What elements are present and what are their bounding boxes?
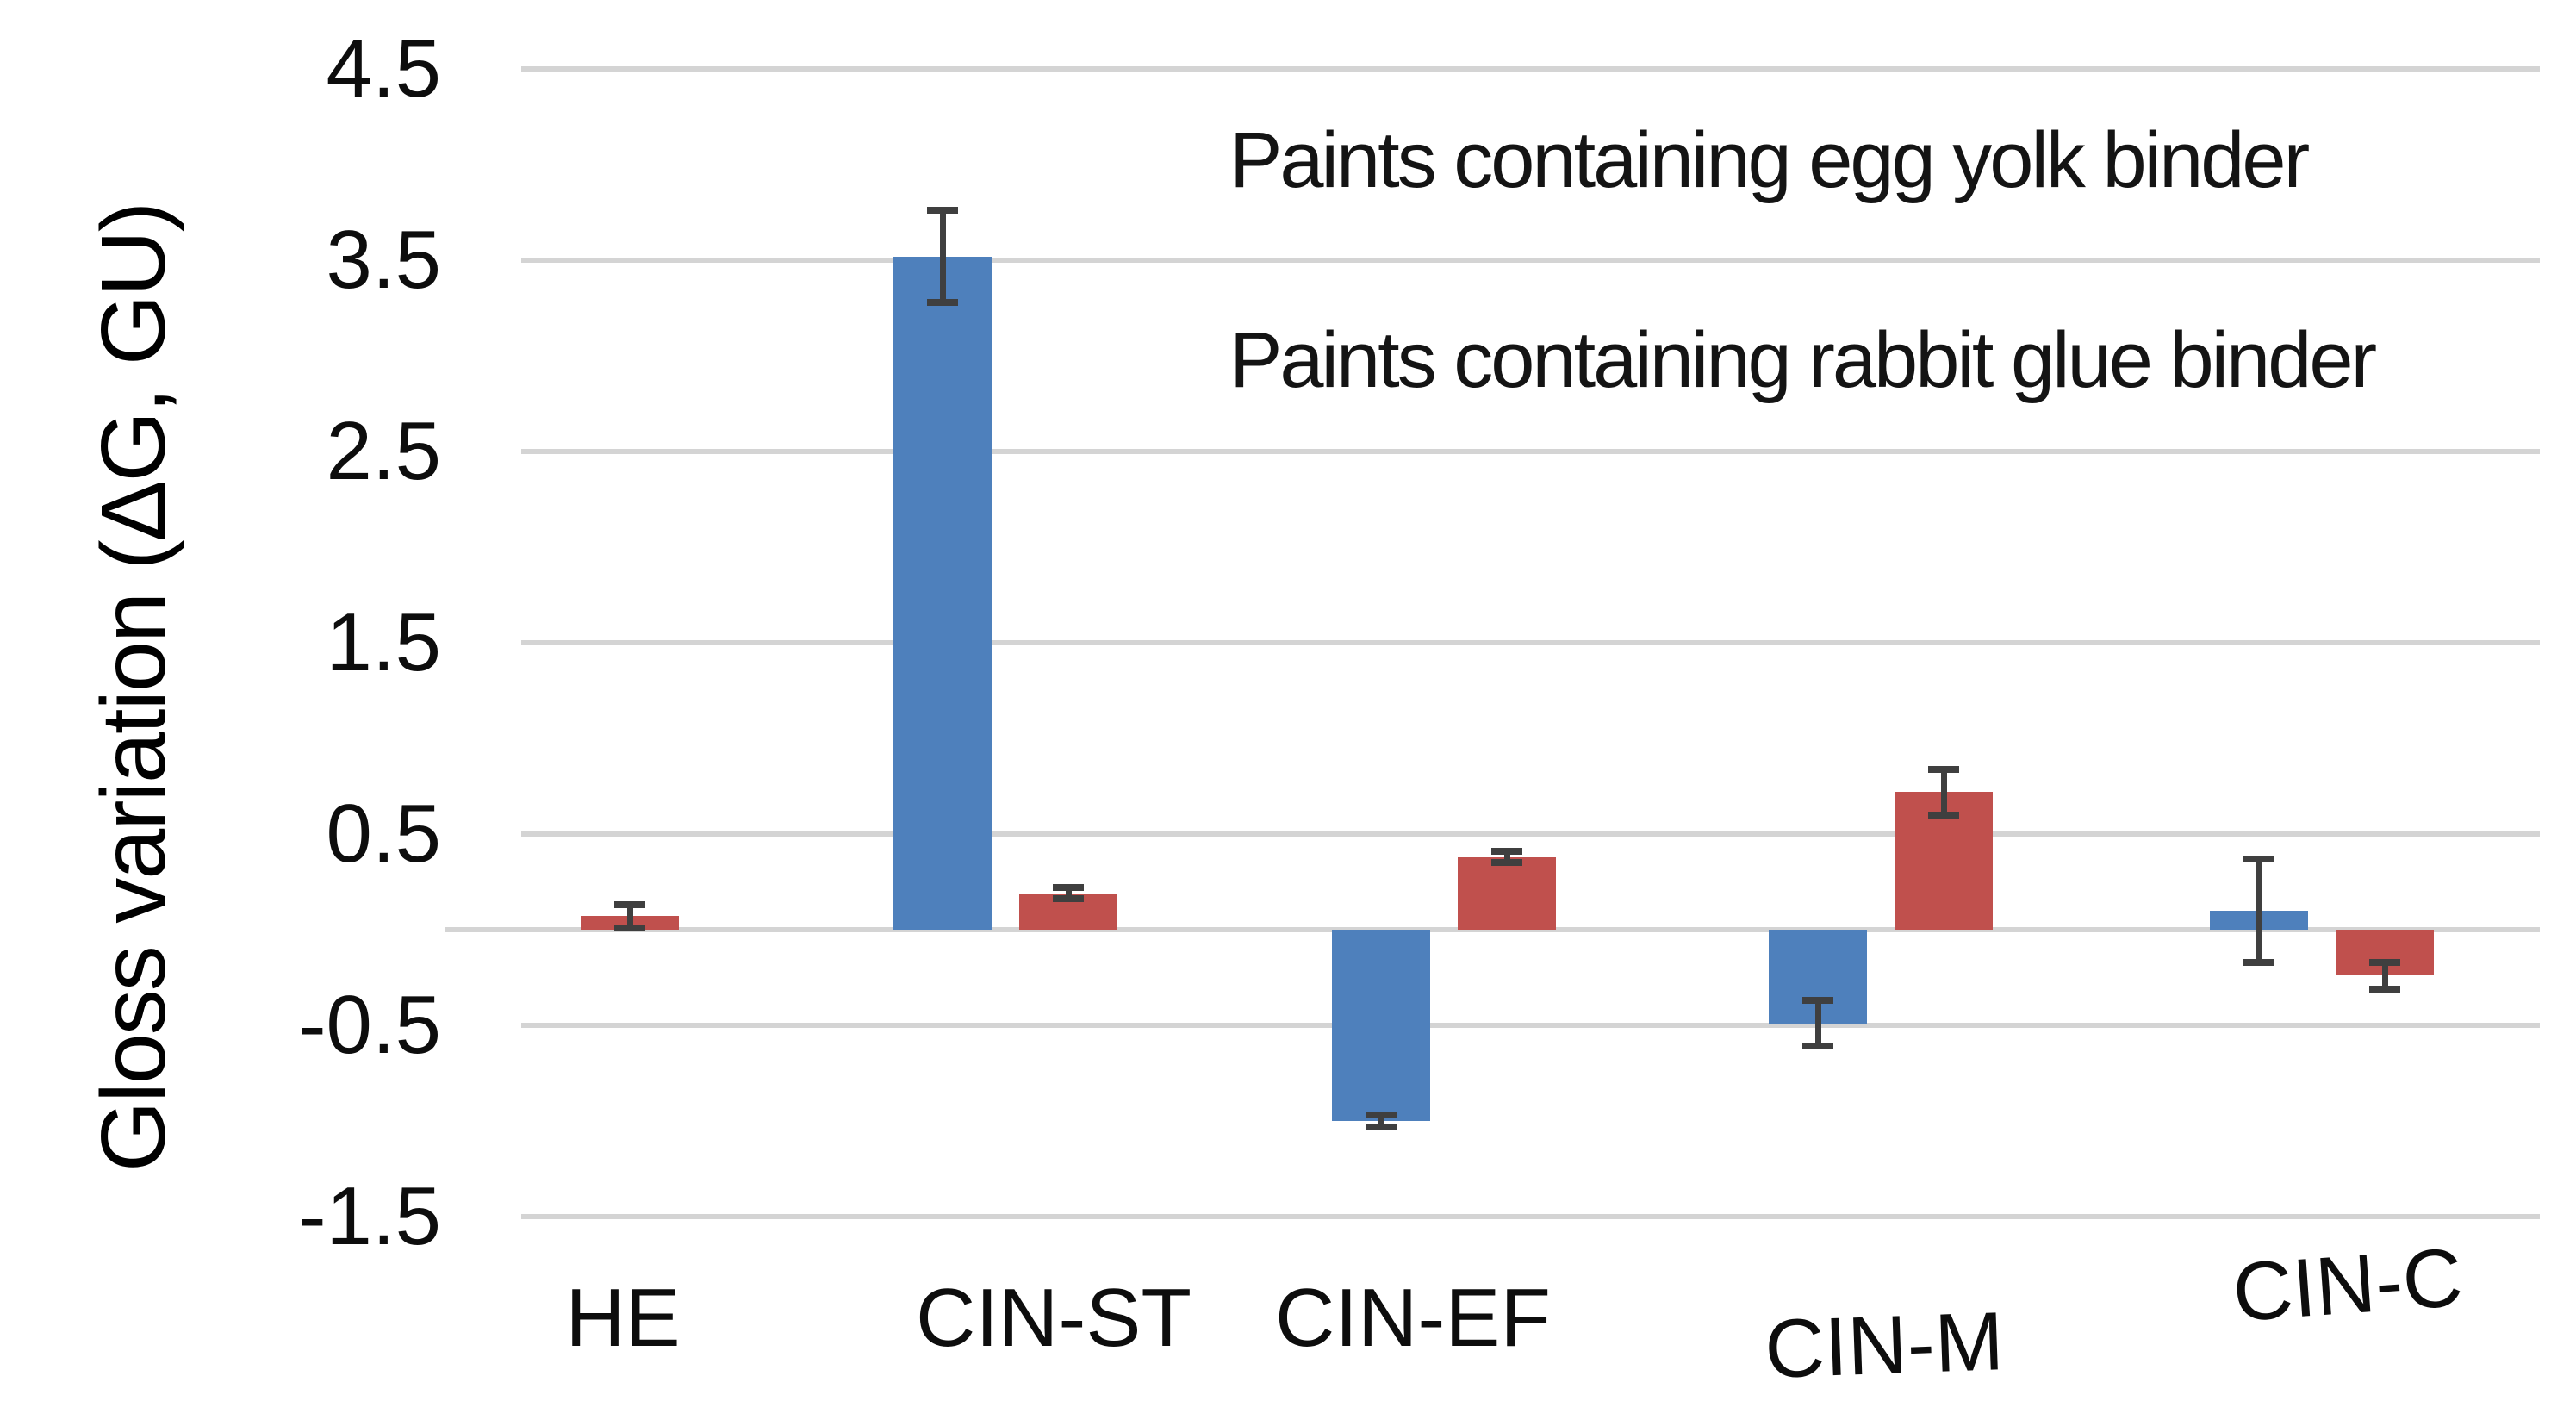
error-bar-cap-top [1366, 1112, 1397, 1119]
error-bar-cap-top [1928, 765, 1959, 773]
x-axis-label-cin-m: CIN-M [1763, 1295, 2006, 1396]
error-bar-cap-bottom [1802, 1043, 1833, 1050]
gridline [521, 449, 2540, 454]
error-bar-cap-bottom [927, 298, 958, 306]
gridline [521, 640, 2540, 645]
error-bar [626, 905, 633, 928]
y-tick-label: -1.5 [298, 1170, 441, 1262]
y-tick-label: 1.5 [326, 596, 441, 688]
legend-swatch-blue [1096, 130, 1156, 189]
error-bar [1940, 769, 1947, 815]
legend-swatch-red [1096, 330, 1156, 389]
error-bar-cap-bottom [614, 924, 645, 931]
error-bar [2256, 858, 2262, 962]
bar-egg-yolk-cin-st [893, 256, 992, 930]
error-bar-cap-top [1053, 884, 1084, 892]
error-bar [939, 210, 946, 302]
x-axis-label-he: HE [565, 1272, 681, 1364]
error-bar [1065, 887, 1072, 900]
x-axis-label-cin-ef: CIN-EF [1275, 1272, 1551, 1364]
error-bar-cap-bottom [1053, 895, 1084, 903]
legend-item-rabbit-glue: Paints containing rabbit glue binder [1096, 321, 2576, 400]
y-tick-label: -0.5 [298, 979, 441, 1071]
error-bar-cap-top [1802, 997, 1833, 1005]
bar-rabbit-glue-cin-ef [1458, 856, 1556, 930]
legend-item-egg-yolk: Paints containing egg yolk binder [1096, 121, 2560, 200]
error-bar-cap-top [614, 901, 645, 909]
x-axis-baseline [445, 927, 2540, 932]
y-tick-label: 4.5 [326, 22, 441, 115]
legend-label-egg-yolk: Paints containing egg yolk binder [1229, 116, 2310, 204]
x-axis-label-cin-c: CIN-C [2230, 1230, 2466, 1340]
gridline [521, 258, 2540, 263]
y-tick-label: 3.5 [326, 214, 441, 306]
error-bar-cap-top [2369, 958, 2400, 966]
error-bar-cap-bottom [1366, 1123, 1397, 1130]
error-bar-cap-top [927, 207, 958, 215]
y-tick-label: 2.5 [326, 405, 441, 497]
gridline [521, 66, 2540, 72]
y-tick-label: 0.5 [326, 788, 441, 880]
error-bar [1814, 1000, 1821, 1047]
error-bar [1503, 850, 1510, 863]
error-bar-cap-bottom [2369, 985, 2400, 993]
x-axis-label-cin-st: CIN-ST [916, 1272, 1192, 1364]
gridline [521, 1214, 2540, 1219]
error-bar-cap-top [2243, 855, 2274, 862]
error-bar-cap-top [1491, 847, 1522, 855]
error-bar-cap-bottom [2243, 958, 2274, 966]
legend-label-rabbit-glue: Paints containing rabbit glue binder [1229, 316, 2377, 404]
error-bar [1378, 1115, 1384, 1127]
gridline [521, 1023, 2540, 1028]
bar-egg-yolk-cin-ef [1332, 930, 1430, 1121]
error-bar [2381, 962, 2388, 989]
gridline [521, 831, 2540, 837]
error-bar-cap-bottom [1928, 811, 1959, 819]
error-bar-cap-bottom [1491, 859, 1522, 867]
